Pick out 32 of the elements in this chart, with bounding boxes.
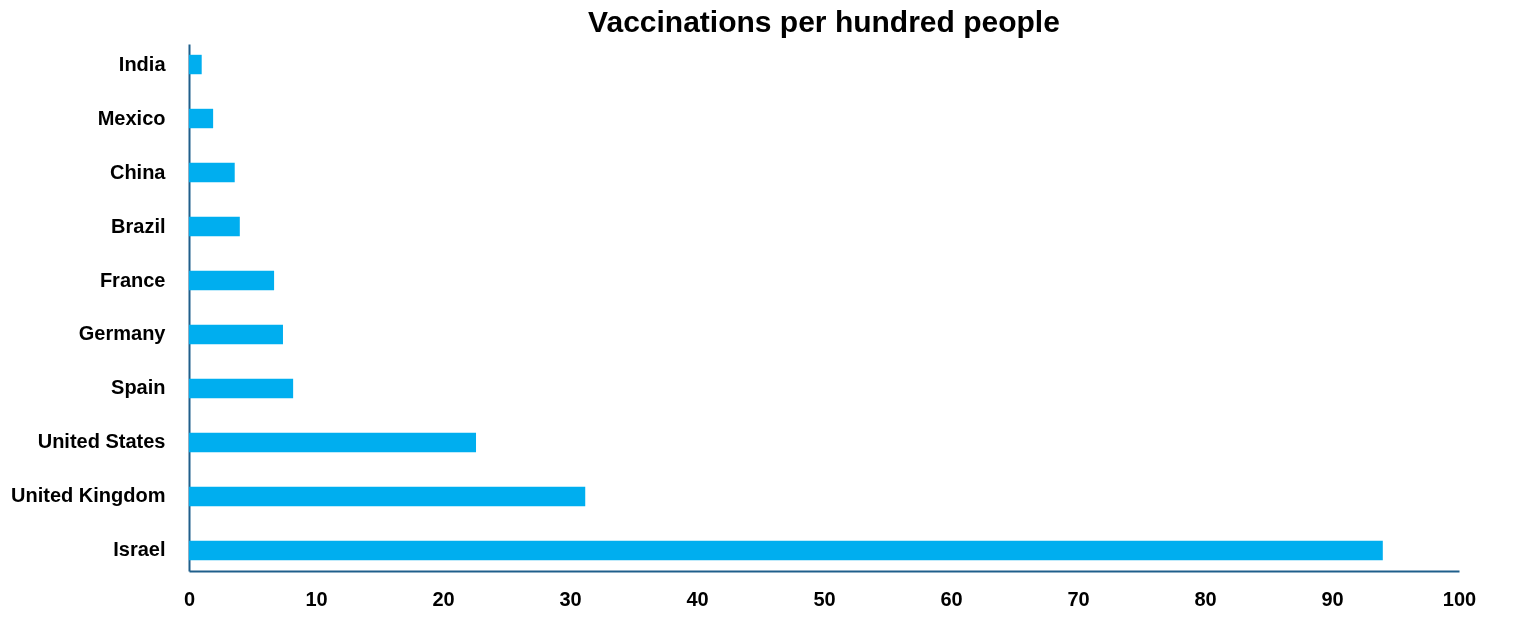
x-tick-label: 60	[940, 587, 963, 610]
x-tick-label: 50	[813, 587, 836, 610]
y-tick-label: China	[109, 160, 167, 183]
bar	[189, 54, 202, 75]
x-tick-label: 100	[1442, 587, 1477, 610]
y-tick-label: Mexico	[97, 106, 166, 129]
y-tick-label: Brazil	[111, 214, 166, 237]
y-tick-label: Spain	[111, 376, 166, 399]
x-tick-label: 20	[432, 587, 455, 610]
bar	[189, 432, 477, 453]
x-tick-label: 40	[686, 587, 709, 610]
bar	[189, 378, 294, 399]
bar	[189, 486, 586, 507]
bar	[189, 324, 283, 345]
bar	[189, 540, 1383, 561]
x-tick-label: 30	[559, 587, 582, 610]
bar	[189, 108, 214, 129]
x-tick-label: 90	[1321, 587, 1344, 610]
y-tick-label: United States	[37, 430, 166, 453]
bar	[189, 270, 275, 291]
y-tick-label: Germany	[78, 322, 167, 345]
bar	[189, 216, 240, 237]
x-tick-label: 70	[1067, 587, 1090, 610]
x-tick-label: 80	[1194, 587, 1217, 610]
x-tick-label: 0	[183, 587, 196, 610]
y-tick-label: India	[118, 52, 167, 75]
chart-title: Vaccinations per hundred people	[588, 5, 1060, 38]
y-tick-label: United Kingdom	[11, 484, 166, 507]
bar	[189, 162, 235, 183]
y-tick-label: Israel	[113, 538, 166, 561]
y-tick-label: France	[99, 268, 166, 291]
x-tick-label: 10	[305, 587, 328, 610]
